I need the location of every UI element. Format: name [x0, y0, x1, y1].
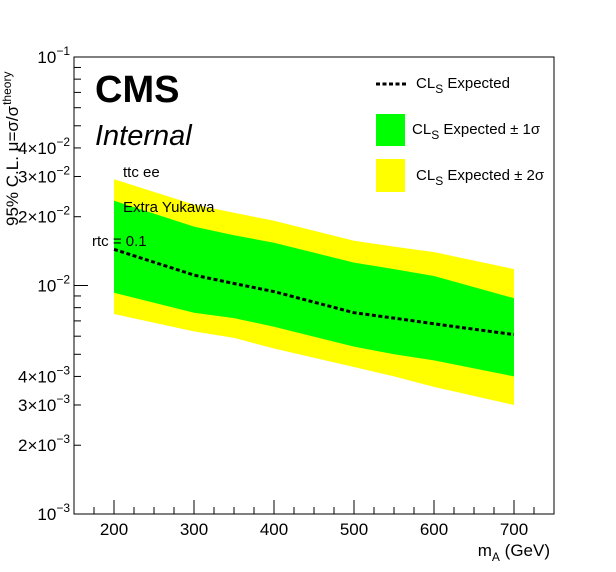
x-axis-ticks: 200 300 400 500 600 700 [73, 500, 555, 539]
cms-label: CMS [95, 69, 179, 111]
y-tick-label: 3×10−3 [18, 392, 70, 415]
y-tick-label: 10−2 [37, 273, 70, 296]
y-tick-label: 10−1 [37, 44, 70, 67]
model-label: Extra Yukawa [123, 199, 215, 216]
x-axis-title: mA (GeV) [478, 541, 550, 564]
y-tick-label: 2×10−3 [18, 432, 70, 455]
band-1sigma [114, 200, 514, 377]
x-tick-label: 700 [500, 520, 528, 539]
legend-two-sigma-swatch [376, 159, 405, 192]
internal-label: Internal [95, 120, 193, 152]
x-tick-label: 400 [260, 520, 288, 539]
x-tick-label: 200 [100, 520, 128, 539]
y-tick-label: 10−3 [37, 501, 70, 524]
y-axis-title: 95% C.L. μ=σ/σtheory [0, 72, 22, 226]
x-tick-label: 300 [180, 520, 208, 539]
channel-label: ttc ee [123, 164, 160, 181]
legend-expected-label: CLS Expected [416, 75, 510, 96]
y-tick-label: 4×10−3 [18, 363, 70, 386]
y-tick-label: 3×10−2 [18, 163, 70, 186]
x-tick-label: 500 [340, 520, 368, 539]
legend-two-sigma-label: CLS Expected ± 2σ [416, 167, 545, 188]
y-axis-ticks: 10−3 2×10−3 3×10−3 4×10−3 10−2 2×10−2 3×10−2 4×… [18, 44, 88, 524]
bands-layer [113, 179, 515, 405]
y-tick-label: 4×10−2 [18, 135, 70, 158]
x-tick-label: 600 [420, 520, 448, 539]
legend-one-sigma-swatch [376, 114, 405, 146]
legend-one-sigma-label: CLS Expected ± 1σ [412, 121, 541, 142]
y-tick-label: 2×10−2 [18, 204, 70, 227]
legend: CLS Expected CLS Expected ± 1σ CLS Expec… [376, 75, 545, 192]
coupling-label: rtc = 0.1 [92, 233, 147, 250]
